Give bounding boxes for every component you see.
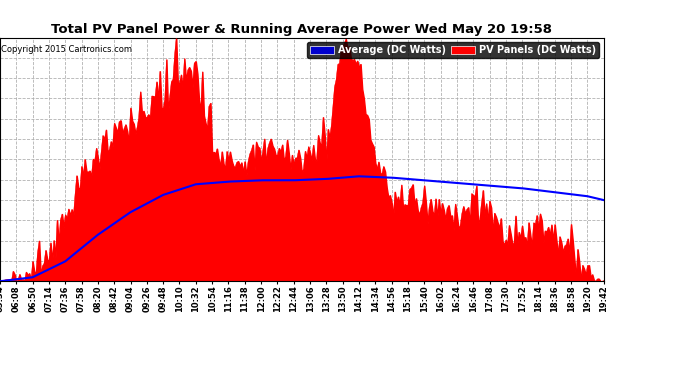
Legend: Average (DC Watts), PV Panels (DC Watts): Average (DC Watts), PV Panels (DC Watts) [306, 42, 599, 58]
Title: Total PV Panel Power & Running Average Power Wed May 20 19:58: Total PV Panel Power & Running Average P… [51, 23, 553, 36]
Text: Copyright 2015 Cartronics.com: Copyright 2015 Cartronics.com [1, 45, 132, 54]
